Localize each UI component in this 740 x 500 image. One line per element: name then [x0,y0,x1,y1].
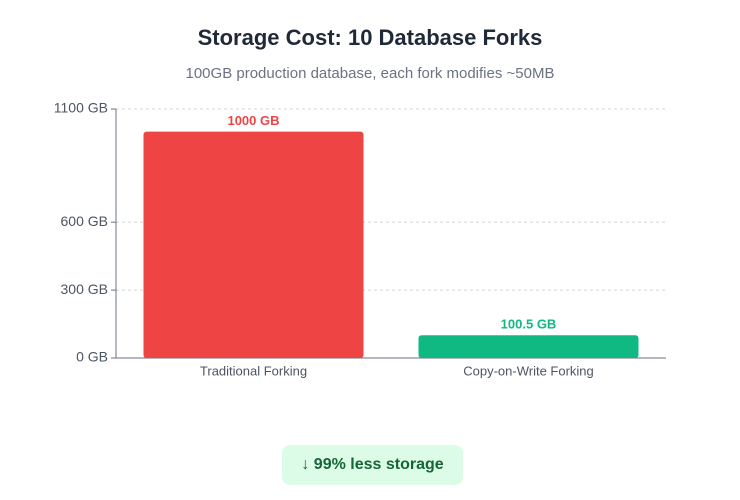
value-label: 1000 GB [227,113,279,128]
value-label: 100.5 GB [501,317,557,332]
savings-badge: ↓ 99% less storage [282,445,463,485]
bar [418,335,639,358]
x-tick-label: Traditional Forking [200,363,307,378]
y-tick-label: 0 GB [76,349,108,365]
bar [143,131,364,358]
y-tick-label: 1100 GB [54,100,108,116]
y-tick-label: 300 GB [61,281,108,297]
x-tick-label: Copy-on-Write Forking [463,363,594,378]
chart-title: Storage Cost: 10 Database Forks [198,25,543,50]
chart-subtitle: 100GB production database, each fork mod… [186,65,555,82]
y-tick-label: 600 GB [61,213,108,229]
